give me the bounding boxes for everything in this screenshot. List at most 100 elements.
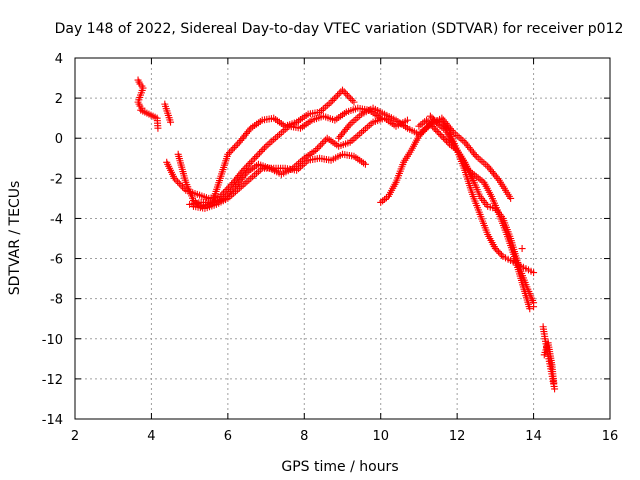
series-group: [163, 104, 385, 202]
x-tick-label: 4: [147, 429, 155, 444]
series-group: [189, 150, 369, 212]
data-point: [442, 137, 450, 145]
data-point: [426, 119, 434, 127]
data-point: [421, 126, 429, 134]
data-point: [424, 118, 432, 126]
data-point: [494, 248, 502, 256]
data-point: [238, 135, 246, 143]
data-point: [493, 246, 501, 254]
x-tick-label: 8: [300, 429, 308, 444]
data-point: [339, 129, 347, 137]
x-tick-label: 16: [602, 429, 619, 444]
data-point: [426, 112, 434, 120]
data-point: [237, 136, 245, 144]
data-point: [177, 181, 185, 189]
data-point: [342, 90, 350, 98]
data-point: [518, 245, 526, 253]
data-point: [242, 170, 250, 178]
data-point: [242, 129, 250, 137]
data-point: [433, 119, 441, 127]
data-point: [433, 127, 441, 135]
y-tick-label: -12: [42, 373, 63, 388]
data-point: [235, 138, 243, 146]
data-point: [260, 144, 268, 152]
data-point: [334, 91, 342, 99]
data-point: [317, 141, 325, 149]
series-group: [134, 76, 162, 132]
data-point: [491, 171, 499, 179]
y-axis-label: SDTVAR / TECUs: [7, 181, 23, 296]
data-point: [254, 151, 262, 159]
data-point: [430, 124, 438, 132]
series-group: [186, 114, 411, 208]
data-point: [497, 251, 505, 259]
data-point: [496, 249, 504, 257]
data-point: [492, 173, 500, 181]
data-point: [435, 129, 443, 137]
data-point: [180, 185, 188, 193]
data-point: [420, 127, 428, 135]
data-point: [464, 142, 472, 150]
data-point: [551, 385, 559, 393]
x-tick-label: 12: [449, 429, 466, 444]
data-point: [462, 140, 470, 148]
data-point: [335, 134, 343, 142]
data-point: [465, 143, 473, 151]
data-point: [225, 149, 233, 157]
data-markers: [134, 76, 559, 393]
data-point: [247, 158, 255, 166]
data-point: [175, 179, 183, 187]
data-point: [230, 143, 238, 151]
data-point: [461, 138, 469, 146]
series-group: [335, 104, 538, 311]
data-point: [340, 127, 348, 135]
data-point: [329, 96, 337, 104]
data-point: [330, 95, 338, 103]
data-point: [245, 126, 253, 134]
y-tick-label: -14: [42, 413, 63, 428]
data-point: [550, 379, 558, 387]
data-point: [239, 174, 247, 182]
data-point: [338, 131, 346, 139]
data-point: [234, 179, 242, 187]
data-point: [342, 125, 350, 133]
data-point: [332, 93, 340, 101]
data-point: [229, 145, 237, 153]
chart-title: Day 148 of 2022, Sidereal Day-to-day VTE…: [55, 21, 624, 37]
data-point: [249, 156, 257, 164]
data-point: [526, 305, 534, 313]
y-tick-label: -2: [50, 172, 63, 187]
data-point: [170, 174, 178, 182]
data-point: [343, 124, 351, 132]
data-point: [467, 145, 475, 153]
data-point: [418, 129, 426, 137]
x-tick-label: 2: [71, 429, 79, 444]
data-point: [252, 153, 260, 161]
data-point: [227, 147, 235, 155]
data-point: [237, 175, 245, 183]
data-point: [431, 117, 439, 125]
y-tick-label: -4: [50, 212, 63, 227]
y-tick-label: 2: [55, 92, 63, 107]
data-point: [439, 134, 447, 142]
data-point: [313, 145, 321, 153]
data-point: [251, 154, 259, 162]
data-point: [336, 132, 344, 140]
data-point: [343, 91, 351, 99]
data-point: [350, 98, 358, 106]
y-tick-label: 0: [55, 132, 63, 147]
data-point: [327, 98, 335, 106]
data-point: [179, 183, 187, 191]
data-point: [335, 90, 343, 98]
data-point: [428, 114, 436, 122]
plot-frame: [74, 57, 611, 420]
data-point: [318, 139, 326, 147]
data-point: [154, 124, 162, 132]
y-tick-label: -10: [42, 333, 63, 348]
data-point: [484, 162, 492, 170]
data-point: [423, 116, 431, 124]
x-tick-label: 6: [224, 429, 232, 444]
series-group: [426, 112, 534, 313]
data-point: [339, 86, 346, 94]
